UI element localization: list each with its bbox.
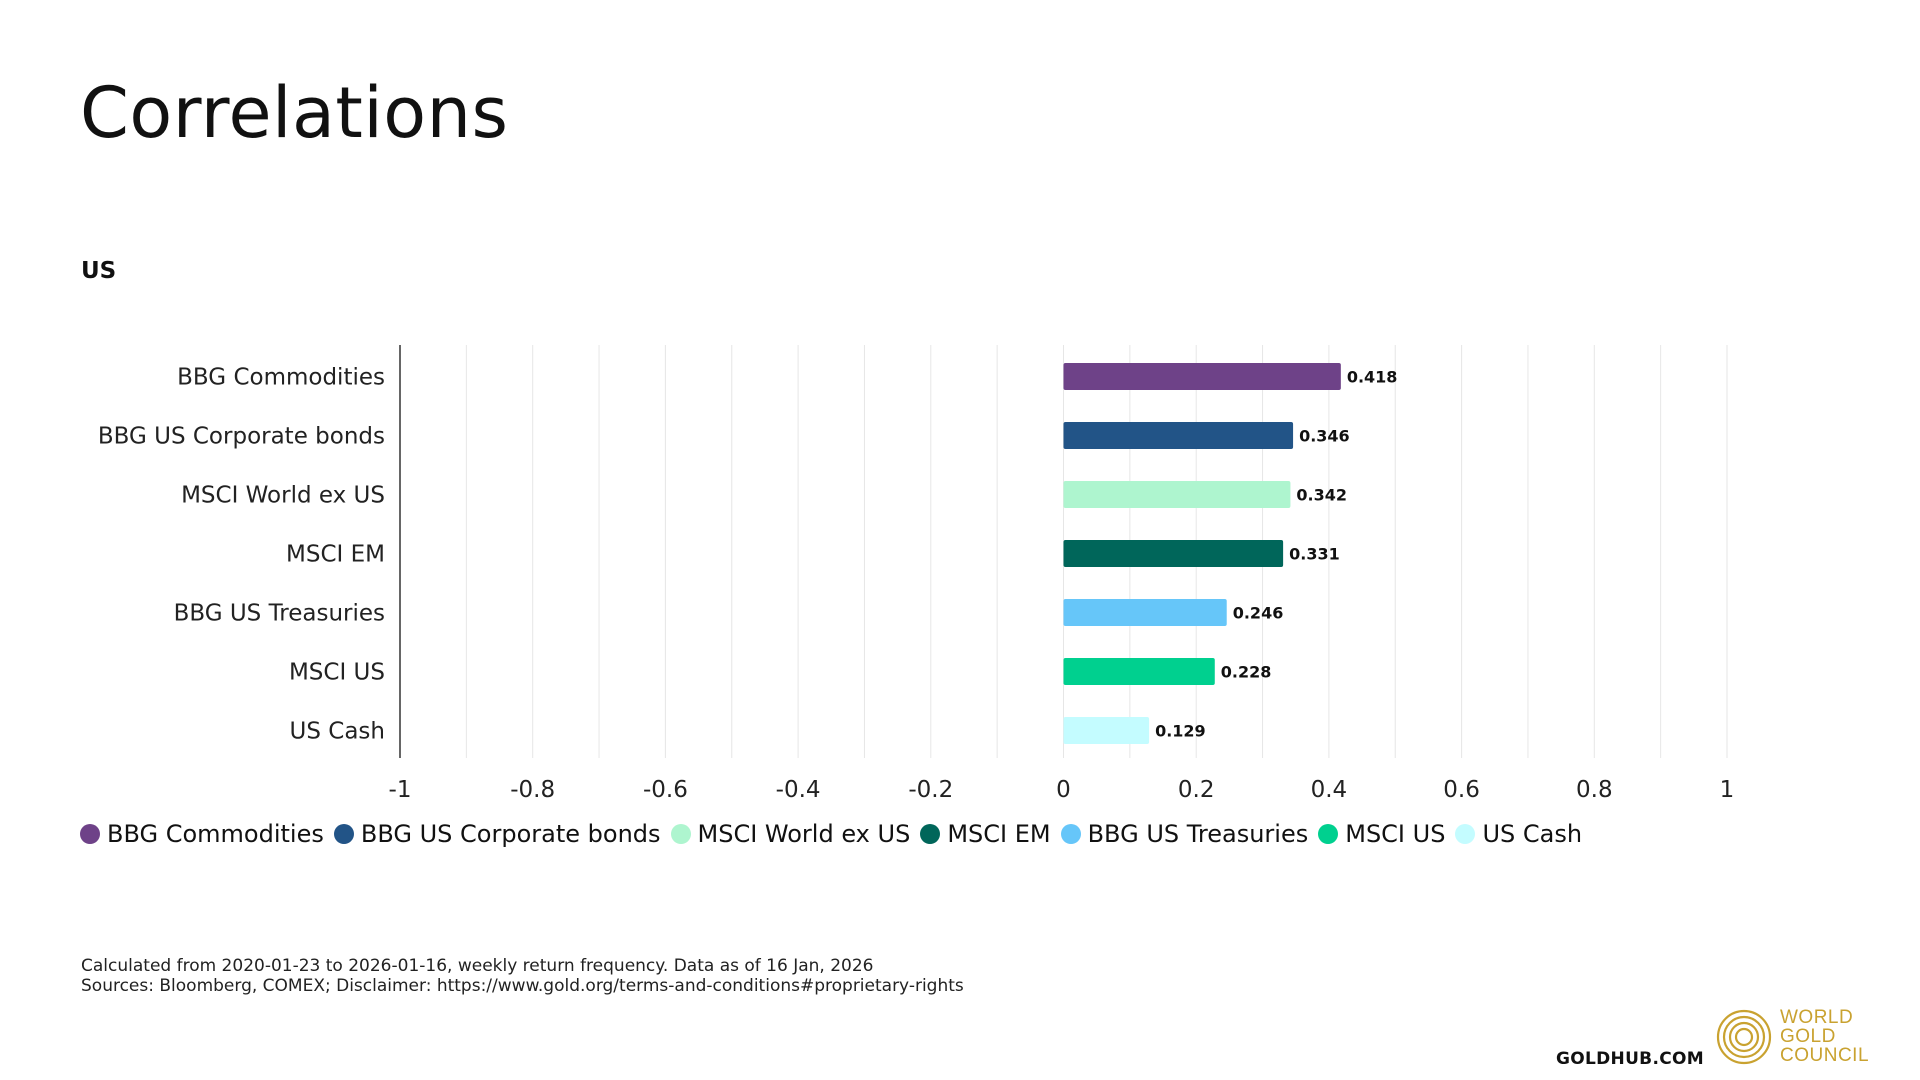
legend-item: MSCI US: [1318, 820, 1445, 848]
gold-rings-icon: [1716, 1009, 1772, 1064]
legend-label: MSCI World ex US: [697, 820, 911, 848]
legend-item: US Cash: [1455, 820, 1582, 848]
category-label: MSCI EM: [286, 542, 385, 568]
legend-label: BBG US Treasuries: [1087, 820, 1309, 848]
category-label: BBG US Treasuries: [174, 601, 385, 627]
bar: [1063, 599, 1227, 626]
legend-item: BBG US Corporate bonds: [333, 820, 661, 848]
legend-swatch-icon: [333, 824, 354, 844]
x-tick-label: 0.6: [1443, 777, 1480, 800]
x-tick-label: -0.6: [643, 777, 688, 800]
brand-name: WORLD GOLD COUNCIL: [1780, 1008, 1869, 1065]
legend-swatch-icon: [1318, 824, 1339, 844]
correlation-bar-chart: -1 -0.8 -0.6 -0.4 -0.2 0 0.2 0.4 0.6 0.8 1 BBG Comm…: [98, 345, 1735, 800]
x-tick-label: -0.2: [908, 777, 953, 800]
bar: [1063, 481, 1291, 508]
legend-swatch-icon: [920, 824, 941, 844]
category-label: MSCI US: [289, 660, 385, 686]
data-label: 0.342: [1296, 486, 1347, 505]
legend-label: BBG US Corporate bonds: [360, 820, 661, 848]
legend-label: BBG Commodities: [107, 820, 324, 848]
legend-label: MSCI EM: [947, 820, 1051, 848]
world-gold-council-logo: WORLD GOLD COUNCIL: [1716, 1008, 1869, 1065]
legend-item: BBG Commodities: [80, 820, 324, 848]
footnote-sources: Sources: Bloomberg, COMEX; Disclaimer: h…: [81, 976, 964, 996]
category-label: BBG Commodities: [177, 365, 385, 391]
legend-label: MSCI US: [1345, 820, 1446, 848]
category-label: BBG US Corporate bonds: [98, 424, 385, 450]
x-tick-label: -0.4: [776, 777, 821, 800]
data-label: 0.246: [1233, 604, 1284, 623]
x-tick-label: 0: [1056, 777, 1071, 800]
x-tick-label: 0.4: [1311, 777, 1348, 800]
goldhub-link[interactable]: GOLDHUB.COM: [1556, 1049, 1704, 1069]
x-tick-label: -1: [389, 777, 412, 800]
legend-label: US Cash: [1482, 820, 1583, 848]
bar: [1063, 422, 1294, 449]
legend-swatch-icon: [80, 824, 100, 844]
chart-legend: BBG Commodities BBG US Corporate bonds M…: [80, 820, 1592, 848]
legend-swatch-icon: [670, 824, 691, 844]
legend-item: MSCI World ex US: [670, 820, 911, 848]
data-label: 0.228: [1221, 663, 1272, 682]
footnote-period: Calculated from 2020-01-23 to 2026-01-16…: [81, 956, 874, 976]
category-label: US Cash: [290, 719, 385, 745]
chart-footnote: Calculated from 2020-01-23 to 2026-01-16…: [81, 956, 964, 996]
data-label: 0.346: [1299, 427, 1350, 446]
x-tick-label: 0.8: [1576, 777, 1613, 800]
brand-line-world: WORLD: [1780, 1007, 1854, 1028]
brand-line-council: COUNCIL: [1780, 1045, 1870, 1066]
legend-item: MSCI EM: [920, 820, 1051, 848]
legend-swatch-icon: [1060, 824, 1081, 844]
brand-line-gold: GOLD: [1780, 1026, 1836, 1047]
region-label: US: [81, 258, 117, 284]
bar: [1063, 363, 1341, 390]
bar: [1063, 717, 1150, 744]
page-title: Correlations: [80, 72, 509, 154]
data-label: 0.331: [1289, 545, 1340, 564]
data-label: 0.129: [1155, 722, 1206, 741]
legend-swatch-icon: [1455, 824, 1476, 844]
legend-item: BBG US Treasuries: [1060, 820, 1309, 848]
x-tick-label: 1: [1720, 777, 1735, 800]
category-label: MSCI World ex US: [181, 483, 385, 509]
bar: [1063, 540, 1284, 567]
bar: [1063, 658, 1215, 685]
data-label: 0.418: [1347, 368, 1398, 387]
x-tick-label: -0.8: [510, 777, 555, 800]
x-tick-label: 0.2: [1178, 777, 1215, 800]
